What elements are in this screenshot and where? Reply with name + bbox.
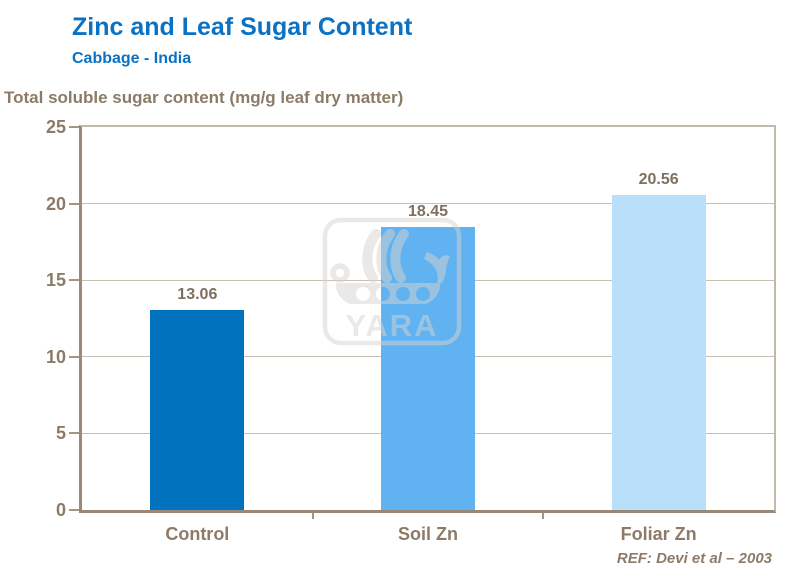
y-gridline xyxy=(82,203,774,205)
bar-value-label: 20.56 xyxy=(638,171,679,189)
bar-value-label: 13.06 xyxy=(177,285,218,303)
y-axis-tick-mark xyxy=(69,126,79,128)
reference-text: REF: Devi et al – 2003 xyxy=(616,550,772,567)
x-axis-category-label: Control xyxy=(165,524,230,544)
y-axis-tick-label: 25 xyxy=(45,117,66,137)
y-axis-tick-label: 0 xyxy=(55,500,66,520)
bar-soil-zn xyxy=(381,227,475,510)
y-axis-tick-label: 10 xyxy=(45,346,66,367)
bar-control xyxy=(150,309,245,510)
y-axis-tick-label: 15 xyxy=(45,270,66,291)
y-axis-tick-mark xyxy=(69,279,79,282)
y-axis-tick-label: 5 xyxy=(55,423,66,444)
y-axis-tick-mark xyxy=(69,355,79,358)
x-axis-tick-mark xyxy=(311,513,314,519)
plot-area: 0 5 10 15 20 25 13.06 Control 18.45 Soil Zn 20.56 F… xyxy=(46,117,776,544)
y-axis-tick-label: 20 xyxy=(45,193,66,214)
x-axis-tick-mark xyxy=(542,513,545,519)
y-axis-title: Total soluble sugar content (mg/g leaf d… xyxy=(4,88,404,107)
y-axis-tick-mark xyxy=(69,509,79,511)
x-axis-category-label: Soil Zn xyxy=(398,524,458,544)
y-axis-tick-mark xyxy=(69,432,79,435)
y-axis-tick-mark xyxy=(69,202,79,205)
chart-subtitle: Cabbage - India xyxy=(72,50,192,67)
x-axis-category-label: Foliar Zn xyxy=(620,524,697,544)
bar-value-label: 18.45 xyxy=(407,203,449,221)
chart-title: Zinc and Leaf Sugar Content xyxy=(72,13,413,41)
bar-foliar-zn xyxy=(611,195,706,510)
